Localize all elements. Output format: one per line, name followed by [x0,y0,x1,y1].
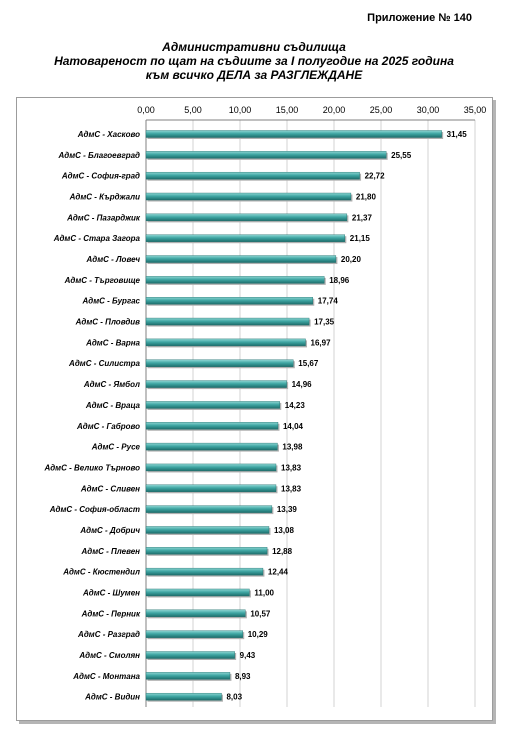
bar [145,130,442,138]
data-label: 13,83 [281,463,302,472]
category-label: АдмС - Плевен [80,547,140,556]
data-label: 31,45 [447,130,468,139]
category-label: АдмС - Шумен [82,588,140,597]
bar [145,547,268,555]
category-label: АдмС - Монтана [72,672,140,681]
title-line-3: към всичко ДЕЛА за РАЗГЛЕЖДАНЕ [145,68,363,82]
category-label: АдмС - Бургас [82,297,141,306]
data-label: 13,83 [281,484,302,493]
category-label: АдмС - Благоевград [57,151,140,160]
bar [145,422,279,430]
bar [145,692,222,701]
category-label: АдмС - София-област [49,505,140,514]
category-label: АдмС - Враца [85,401,141,410]
data-label: 12,44 [268,568,289,577]
data-label: 8,03 [226,693,242,702]
x-tick-label: 25,00 [370,105,393,115]
data-label: 22,72 [365,172,386,181]
bar [145,442,278,451]
data-label: 13,39 [277,505,298,514]
bar [145,317,310,326]
data-label: 11,00 [254,588,274,597]
x-tick-label: 10,00 [229,105,252,115]
category-label: АдмС - Силистра [68,359,141,368]
bar [145,463,277,472]
category-label: АдмС - Варна [85,338,140,347]
x-tick-label: 35,00 [464,105,487,115]
bar [145,276,325,284]
category-label: АдмС - Сливен [80,484,140,493]
x-tick-label: 15,00 [276,105,299,115]
bar [145,338,306,347]
annex-label: Приложение № 140 [367,12,472,24]
bar [145,505,273,513]
category-label: АдмС - Ловеч [86,255,141,264]
data-label: 10,29 [248,630,269,639]
category-label: АдмС - Кюстендил [62,568,140,577]
category-label: АдмС - Кърджали [69,193,140,202]
data-label: 13,98 [282,443,303,452]
bar [145,526,270,534]
bar [145,151,387,159]
category-label: АдмС - Ямбол [83,380,140,389]
category-label: АдмС - Велико Търново [43,463,140,472]
bar [145,588,250,597]
data-label: 21,80 [356,193,377,202]
chart-title: Административни съдилища Натовареност по… [0,40,508,82]
category-label: АдмС - Търговище [64,276,141,285]
data-label: 16,97 [311,338,332,347]
data-label: 12,88 [272,547,293,556]
bar [145,380,287,388]
bar [145,255,337,263]
data-label: 9,43 [240,651,256,660]
x-tick-label: 5,00 [184,105,202,115]
data-label: 21,15 [350,234,371,243]
data-label: 25,55 [391,151,412,160]
category-label: АдмС - София-град [61,172,140,181]
data-label: 10,57 [250,609,271,618]
bar [145,401,280,409]
data-label: 14,23 [285,401,306,410]
data-label: 18,96 [329,276,350,285]
category-label: АдмС - Добрич [79,526,140,535]
category-label: АдмС - Хасково [77,130,140,139]
bar [145,171,360,180]
bar [145,359,294,367]
bar [145,192,352,201]
bar [145,567,264,576]
category-label: АдмС - Видин [84,693,140,702]
bar [145,213,348,222]
data-label: 8,93 [235,672,251,681]
data-label: 20,20 [341,255,362,264]
bar [145,672,231,680]
data-label: 14,04 [283,422,304,431]
category-label: АдмС - Русе [91,443,141,452]
category-label: АдмС - Перник [81,609,141,618]
category-label: АдмС - Пловдив [75,318,141,327]
bar [145,609,246,618]
bar [145,234,346,242]
category-label: АдмС - Разград [77,630,140,639]
data-label: 21,37 [352,213,373,222]
data-label: 15,67 [298,359,319,368]
data-label: 13,08 [274,526,295,535]
x-tick-label: 20,00 [323,105,346,115]
x-tick-label: 30,00 [417,105,440,115]
category-label: АдмС - Габрово [76,422,140,431]
category-label: АдмС - Стара Загора [53,234,141,243]
data-label: 17,74 [318,297,339,306]
bar [145,630,243,638]
bar [145,651,235,659]
data-label: 17,35 [314,318,335,327]
title-line-2: Натовареност по щат на съдиите за I полу… [54,54,454,68]
bar [145,484,277,492]
title-line-1: Административни съдилища [162,40,346,54]
data-label: 14,96 [292,380,313,389]
x-tick-label: 0,00 [137,105,155,115]
category-label: АдмС - Смолян [78,651,140,660]
category-label: АдмС - Пазарджик [66,213,141,222]
bar [145,297,313,305]
